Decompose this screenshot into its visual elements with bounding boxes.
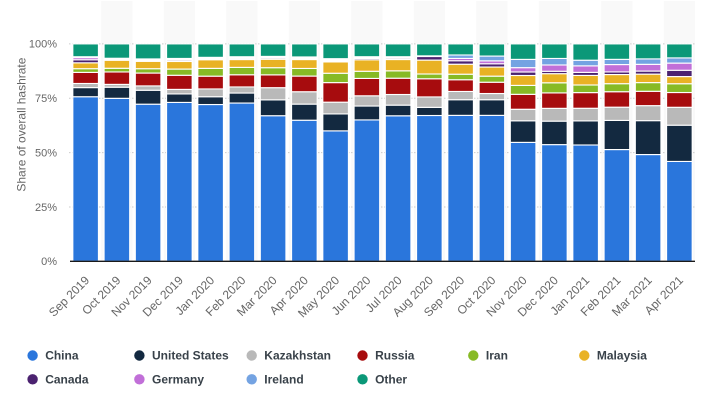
svg-text:0%: 0% [41,256,57,268]
svg-text:Kazakhstan: Kazakhstan [264,349,331,363]
svg-text:Ireland: Ireland [264,373,303,387]
svg-text:Other: Other [375,373,407,387]
svg-text:Share of overall hashrate: Share of overall hashrate [15,57,29,191]
svg-text:Germany: Germany [152,373,204,387]
svg-text:Canada: Canada [45,373,89,387]
svg-text:Malaysia: Malaysia [597,349,647,363]
svg-text:Russia: Russia [375,349,415,363]
svg-text:United States: United States [152,349,229,363]
svg-text:China: China [45,349,79,363]
svg-text:75%: 75% [35,93,57,105]
svg-text:50%: 50% [35,147,57,159]
svg-text:25%: 25% [35,202,57,214]
svg-text:100%: 100% [29,39,57,51]
svg-text:Iran: Iran [486,349,508,363]
